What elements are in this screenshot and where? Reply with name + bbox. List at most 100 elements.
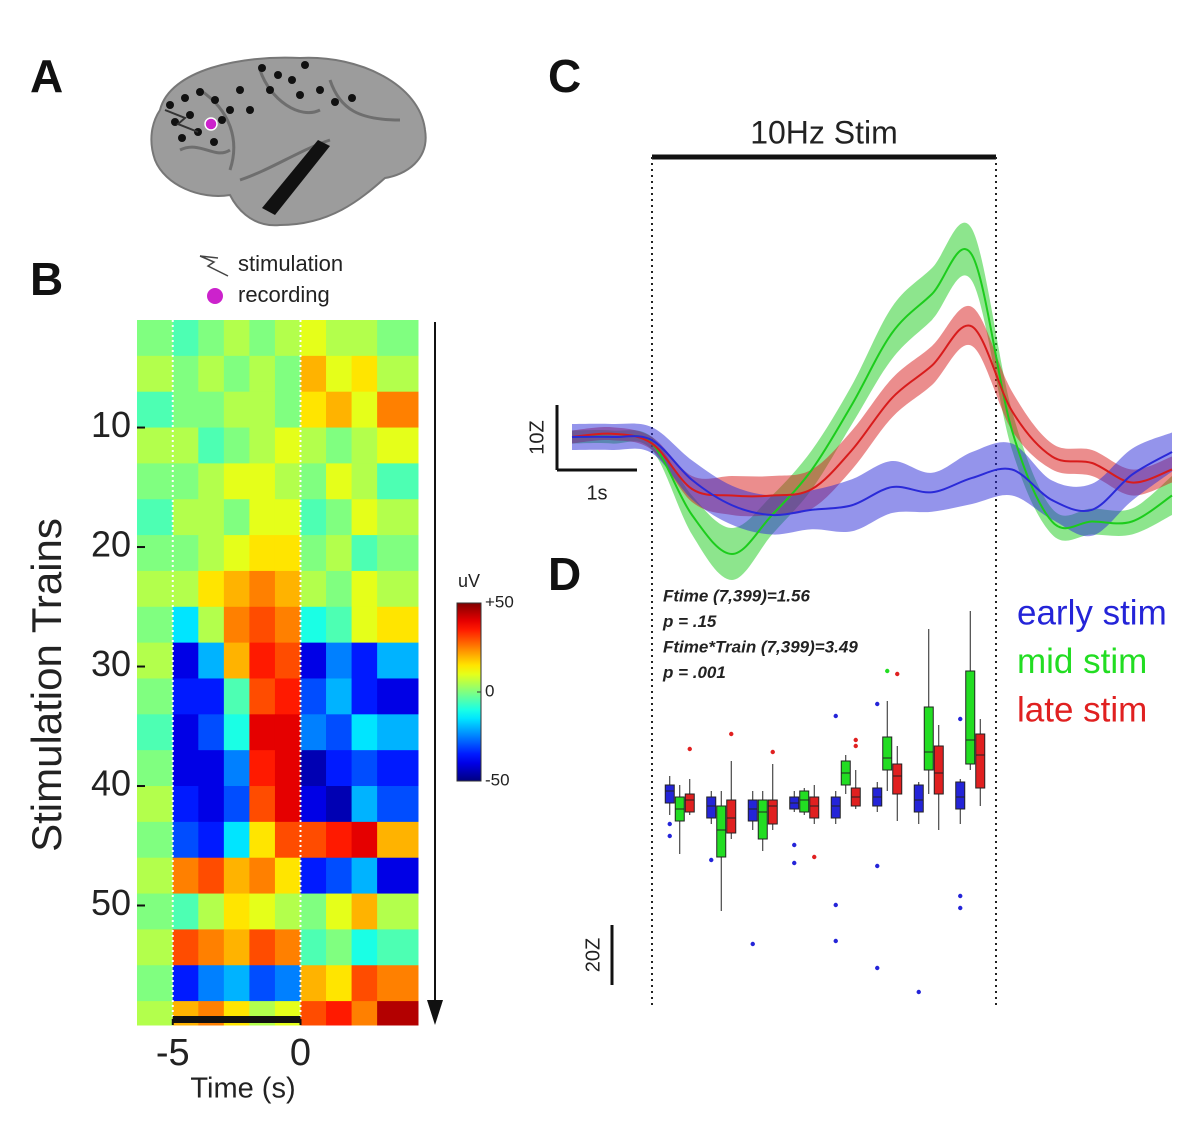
heatmap-cell <box>326 678 353 715</box>
outlier <box>812 854 817 860</box>
heatmap-cell <box>351 965 378 1002</box>
error-band <box>572 305 1172 517</box>
box <box>933 745 944 795</box>
outlier <box>792 860 797 866</box>
heatmap-cell <box>377 391 419 429</box>
x-scale-label: 1s <box>586 482 607 504</box>
annotation: Ftime*Train (7,399)=3.49 <box>663 637 858 656</box>
heatmap-cell <box>198 750 225 787</box>
outlier <box>853 743 858 749</box>
box <box>975 733 986 789</box>
heatmap-cell <box>223 750 250 787</box>
outlier <box>916 989 921 995</box>
heatmap-cell <box>223 355 250 393</box>
heatmap-cell <box>223 570 250 608</box>
heatmap-cell <box>326 1001 353 1026</box>
heatmap-cell <box>223 678 250 715</box>
heatmap-cell <box>172 320 199 357</box>
heatmap-cell <box>223 642 250 679</box>
heatmap-cell <box>377 499 419 536</box>
annotation: Ftime (7,399)=1.56 <box>663 586 810 605</box>
heatmap-cell <box>274 821 301 859</box>
heatmap-cell <box>172 893 199 930</box>
heatmap-cell <box>249 463 276 500</box>
heatmap-cell <box>377 606 419 644</box>
heatmap-cell <box>223 606 250 644</box>
heatmap-cell <box>377 355 419 393</box>
colorbar-label: uV <box>458 571 480 591</box>
heatmap-cell <box>223 714 250 751</box>
heatmap-cell <box>377 929 419 966</box>
heatmap-cell <box>198 499 225 536</box>
heatmap-cell <box>300 678 327 715</box>
outlier <box>667 821 672 827</box>
heatmap-cell <box>377 678 419 715</box>
heatmap-cell <box>351 678 378 715</box>
heatmap-cell <box>223 499 250 536</box>
heatmap-cell <box>198 463 225 500</box>
heatmap-cell <box>326 355 353 393</box>
box <box>706 796 717 819</box>
outlier <box>853 737 858 743</box>
box <box>830 796 841 819</box>
annotation: p = .001 <box>662 663 726 682</box>
heatmap-cell <box>137 535 174 572</box>
colorbar-tick-label: 0 <box>485 681 494 700</box>
heatmap-cell <box>300 320 327 357</box>
outlier <box>895 671 900 677</box>
heatmap-cell <box>223 857 250 895</box>
legend-label: stimulation <box>238 251 343 276</box>
box <box>757 799 768 840</box>
heatmap-cell <box>326 857 353 895</box>
heatmap-cell <box>300 857 327 895</box>
line <box>571 324 1173 498</box>
heatmap-cell <box>172 463 199 500</box>
heatmap-cell <box>172 606 199 644</box>
y-tick-label: 40 <box>91 763 131 804</box>
heatmap-cell <box>300 965 327 1002</box>
heatmap-cell <box>274 391 301 429</box>
heatmap-cell <box>249 355 276 393</box>
heatmap-cell <box>274 750 301 787</box>
box <box>716 805 727 858</box>
heatmap-cell <box>351 535 378 572</box>
heatmap-cell <box>274 499 301 536</box>
heatmap-cell <box>249 391 276 429</box>
y-tick-label: 30 <box>91 643 131 684</box>
heatmap-cell <box>223 893 250 930</box>
heatmap-cell <box>351 786 378 823</box>
heatmap-cell <box>351 391 378 429</box>
heatmap-cell <box>274 570 301 608</box>
colorbar-tick-label: +50 <box>485 592 514 611</box>
heatmap-cell <box>300 893 327 930</box>
box <box>799 790 810 813</box>
heatmap-cell <box>351 463 378 500</box>
error-band <box>572 423 1172 537</box>
box <box>882 736 893 771</box>
heatmap-cell <box>249 678 276 715</box>
chart-title: 10Hz Stim <box>750 114 898 150</box>
heatmap-cell <box>351 427 378 464</box>
heatmap-cell <box>198 714 225 751</box>
heatmap-cell <box>249 893 276 930</box>
heatmap-cell <box>198 427 225 464</box>
heatmap-cell <box>198 678 225 715</box>
heatmap-cell <box>300 821 327 859</box>
heatmap-cell <box>137 678 174 715</box>
heatmap-cell <box>300 391 327 429</box>
heatmap-cell <box>249 714 276 751</box>
heatmap-cell <box>326 535 353 572</box>
annotation: p = .15 <box>662 612 717 631</box>
heatmap-cell <box>377 857 419 895</box>
heatmap-cell <box>137 750 174 787</box>
heatmap-cell <box>300 786 327 823</box>
heatmap-cell <box>326 606 353 644</box>
heatmap-cell <box>249 606 276 644</box>
heatmap-cell <box>351 857 378 895</box>
box <box>664 784 675 804</box>
outlier <box>687 746 692 752</box>
heatmap-cell <box>300 355 327 393</box>
outlier <box>792 842 797 848</box>
y-axis-label: Stimulation Trains <box>23 518 70 852</box>
